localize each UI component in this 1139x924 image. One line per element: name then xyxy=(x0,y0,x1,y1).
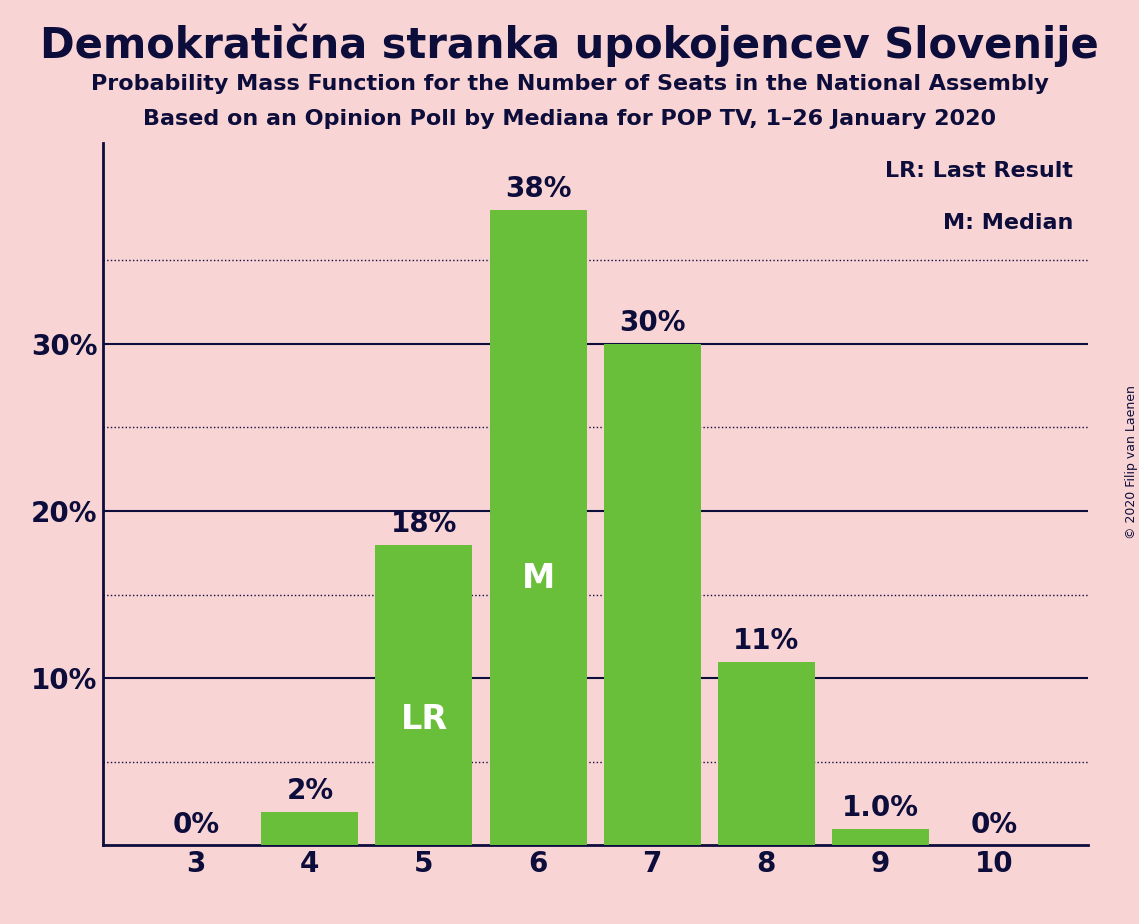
Text: 30%: 30% xyxy=(618,310,686,337)
Text: 1.0%: 1.0% xyxy=(842,794,919,822)
Bar xyxy=(604,344,700,845)
Text: 38%: 38% xyxy=(505,176,572,203)
Text: 0%: 0% xyxy=(970,810,1018,839)
Text: © 2020 Filip van Laenen: © 2020 Filip van Laenen xyxy=(1124,385,1138,539)
Bar xyxy=(490,210,587,845)
Text: LR: LR xyxy=(401,702,448,736)
Bar xyxy=(376,544,473,845)
Bar xyxy=(261,812,359,845)
Text: 11%: 11% xyxy=(734,626,800,655)
Text: Demokratična stranka upokojencev Slovenije: Demokratična stranka upokojencev Sloveni… xyxy=(40,23,1099,67)
Bar xyxy=(718,662,814,845)
Text: 2%: 2% xyxy=(286,777,334,806)
Text: 0%: 0% xyxy=(172,810,220,839)
Text: Based on an Opinion Poll by Mediana for POP TV, 1–26 January 2020: Based on an Opinion Poll by Mediana for … xyxy=(142,109,997,129)
Bar xyxy=(831,829,929,845)
Text: LR: Last Result: LR: Last Result xyxy=(885,161,1073,181)
Text: Probability Mass Function for the Number of Seats in the National Assembly: Probability Mass Function for the Number… xyxy=(91,74,1048,94)
Text: M: Median: M: Median xyxy=(943,213,1073,234)
Text: 18%: 18% xyxy=(391,510,457,538)
Text: M: M xyxy=(522,562,555,595)
